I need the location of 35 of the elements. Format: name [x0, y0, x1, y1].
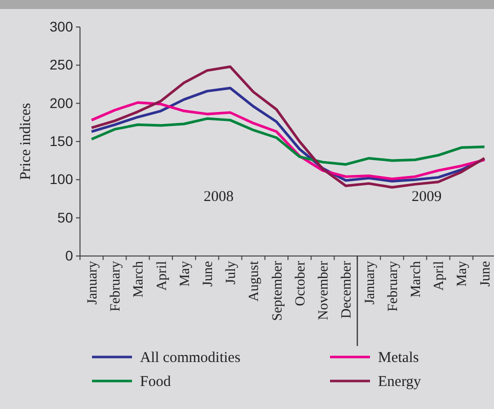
x-tick-label: May [455, 261, 470, 287]
annotation: 2008 [204, 189, 234, 206]
y-axis-title: Price indices [18, 102, 34, 180]
x-tick-label: November [316, 260, 332, 320]
legend-label: Food [140, 374, 172, 390]
line-series [90, 65, 486, 189]
x-tick-label: October [293, 260, 308, 306]
x-tick-label: December [340, 260, 355, 319]
x-tick-label: February [108, 261, 124, 312]
y-tick-label: 0 [65, 247, 74, 264]
y-tick-label: 150 [50, 132, 74, 149]
legend-label: Energy [378, 374, 422, 390]
legend-label: All commodities [140, 350, 241, 366]
x-tick-label: September [270, 260, 286, 321]
line-series [90, 101, 486, 180]
x-tick-label: June [201, 261, 216, 287]
annotation: 2009 [412, 189, 442, 206]
y-tick-label: 50 [57, 209, 74, 226]
x-tick-label: March [132, 261, 147, 298]
x-tick-label: July [224, 261, 240, 284]
x-tick-label: June [478, 261, 494, 287]
x-tick-label: January [362, 261, 378, 305]
x-tick-label: January [85, 261, 100, 305]
x-tick-label: August [247, 260, 262, 302]
x-tick-label: May [178, 261, 193, 287]
x-tick-label: April [432, 260, 448, 291]
y-tick-label: 200 [50, 94, 74, 111]
x-tick-label: February [386, 261, 401, 312]
legend-label: Metals [378, 350, 419, 366]
y-tick-label: 100 [50, 171, 74, 188]
x-tick-label: April [154, 260, 170, 291]
line-series [90, 117, 486, 166]
x-tick-label: March [409, 261, 424, 298]
y-tick-label: 250 [50, 56, 74, 73]
y-tick-label: 300 [50, 18, 74, 34]
